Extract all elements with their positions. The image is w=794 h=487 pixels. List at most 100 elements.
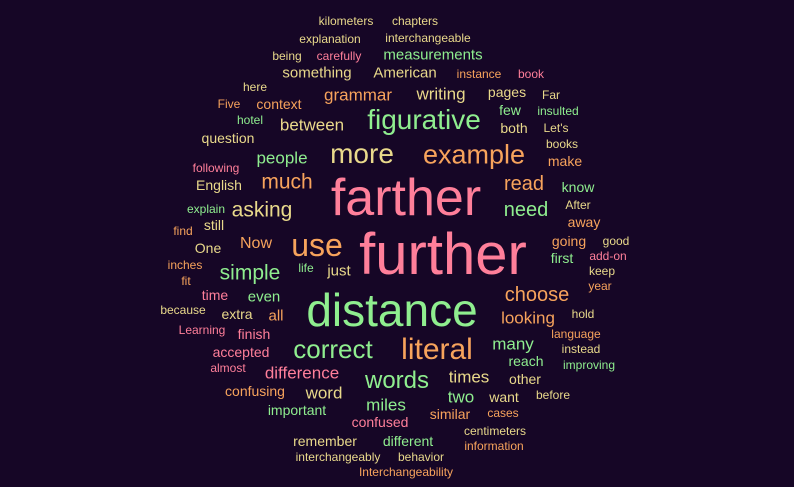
word: something (282, 64, 352, 82)
word: Five (217, 97, 241, 111)
word: much (261, 170, 313, 194)
word: measurements (383, 46, 483, 64)
word: first (550, 250, 574, 266)
word: confused (351, 414, 409, 430)
word: One (194, 240, 222, 256)
word: Learning (178, 323, 226, 337)
word: centimeters (463, 424, 527, 438)
word: know (561, 179, 595, 195)
word: because (160, 303, 206, 317)
word: just (327, 262, 351, 280)
word: further (359, 222, 527, 287)
word: writing (416, 84, 466, 104)
word: farther (330, 169, 482, 227)
word: book (517, 67, 545, 81)
word: more (330, 138, 394, 169)
word: Let's (543, 121, 569, 135)
word: example (422, 139, 526, 170)
word: different (382, 433, 434, 449)
word: explanation (299, 32, 361, 46)
word: difference (264, 363, 340, 383)
word: few (499, 102, 521, 118)
word: keep (588, 264, 616, 278)
word: improving (562, 358, 616, 372)
word: still (203, 217, 225, 233)
word: both (500, 120, 528, 136)
word: information (464, 439, 524, 453)
word: behavior (397, 450, 445, 464)
word: chapters (391, 14, 439, 28)
word: interchangeably (295, 450, 381, 464)
word: remember (293, 433, 357, 449)
word: similar (429, 406, 471, 422)
word: add-on (589, 249, 627, 263)
word: going (551, 233, 587, 249)
word: find (173, 224, 193, 238)
word: read (503, 173, 545, 195)
word: figurative (367, 104, 481, 135)
word: American (373, 64, 437, 82)
word: Now (239, 235, 273, 252)
word: finish (237, 326, 271, 342)
word: explain (186, 202, 226, 216)
word: time (201, 287, 229, 303)
word: accepted (212, 344, 270, 360)
word: people (256, 148, 308, 168)
word: before (535, 388, 571, 402)
word: choose (504, 284, 570, 306)
word: many (492, 334, 534, 354)
word: life (298, 261, 314, 275)
word: hotel (236, 113, 264, 127)
word: use (291, 227, 343, 263)
word: instead (561, 342, 601, 356)
word: two (447, 387, 475, 407)
word: literal (401, 333, 473, 366)
word: After (565, 198, 591, 212)
word: Far (542, 88, 560, 102)
word: between (279, 115, 345, 135)
word: want (489, 389, 519, 405)
word: following (192, 161, 240, 175)
word: context (256, 96, 302, 112)
word: distance (306, 284, 478, 336)
word: word (305, 383, 343, 403)
word: books (545, 137, 579, 151)
word: words (364, 367, 430, 394)
word: away (567, 214, 601, 230)
word: make (547, 153, 583, 169)
word: correct (293, 334, 373, 364)
word: looking (501, 308, 555, 328)
word: hold (571, 307, 595, 321)
word: almost (210, 361, 246, 375)
word: interchangeable (385, 31, 471, 45)
word: fit (181, 274, 191, 288)
word: instance (456, 67, 502, 81)
word: other (509, 371, 541, 387)
word: times (448, 367, 490, 387)
word: all (268, 307, 284, 325)
word: miles (366, 395, 406, 415)
word: question (201, 130, 255, 146)
word: pages (487, 84, 527, 100)
word: good (602, 234, 630, 248)
word: English (196, 177, 242, 193)
word: need (503, 199, 549, 221)
word: kilometers (318, 14, 374, 28)
word: important (267, 402, 327, 418)
word: Interchangeability (358, 465, 454, 479)
word: language (551, 327, 601, 341)
word: confusing (225, 383, 285, 399)
word: asking (231, 198, 293, 222)
word: insulted (537, 104, 579, 118)
word: year (588, 279, 612, 293)
word: simple (219, 261, 281, 285)
word: extra (221, 306, 253, 322)
word: reach (508, 353, 544, 369)
word: even (247, 288, 281, 306)
word: inches (167, 258, 203, 272)
word: here (242, 80, 268, 94)
word: being (272, 49, 302, 63)
word: grammar (323, 85, 393, 105)
word: carefully (316, 49, 362, 63)
